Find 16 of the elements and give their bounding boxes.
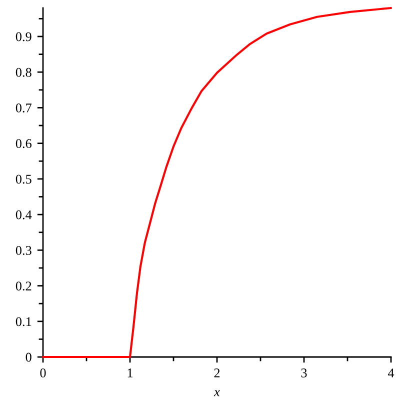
y-tick-label: 0.1 [16, 317, 32, 326]
y-tick-label: 0 [26, 352, 32, 362]
x-tick-label: 4 [388, 368, 394, 378]
x-tick-label: 0 [40, 368, 46, 378]
x-tick-label: 3 [301, 368, 307, 378]
y-tick-label: 0.2 [16, 282, 32, 291]
y-tick-label: 0.9 [16, 32, 32, 42]
x-tick-label: 1 [128, 368, 133, 378]
x-tick-label: 2 [214, 368, 220, 378]
y-tick-label: 0.6 [16, 139, 32, 148]
x-axis-title: x [214, 390, 220, 396]
y-tick-label: 0.3 [16, 246, 32, 255]
y-tick-label: 0.7 [16, 104, 32, 112]
y-tick-label: 0.5 [16, 174, 32, 184]
y-tick-label: 0.8 [16, 68, 32, 77]
y-tick-label: 0.4 [16, 210, 32, 220]
